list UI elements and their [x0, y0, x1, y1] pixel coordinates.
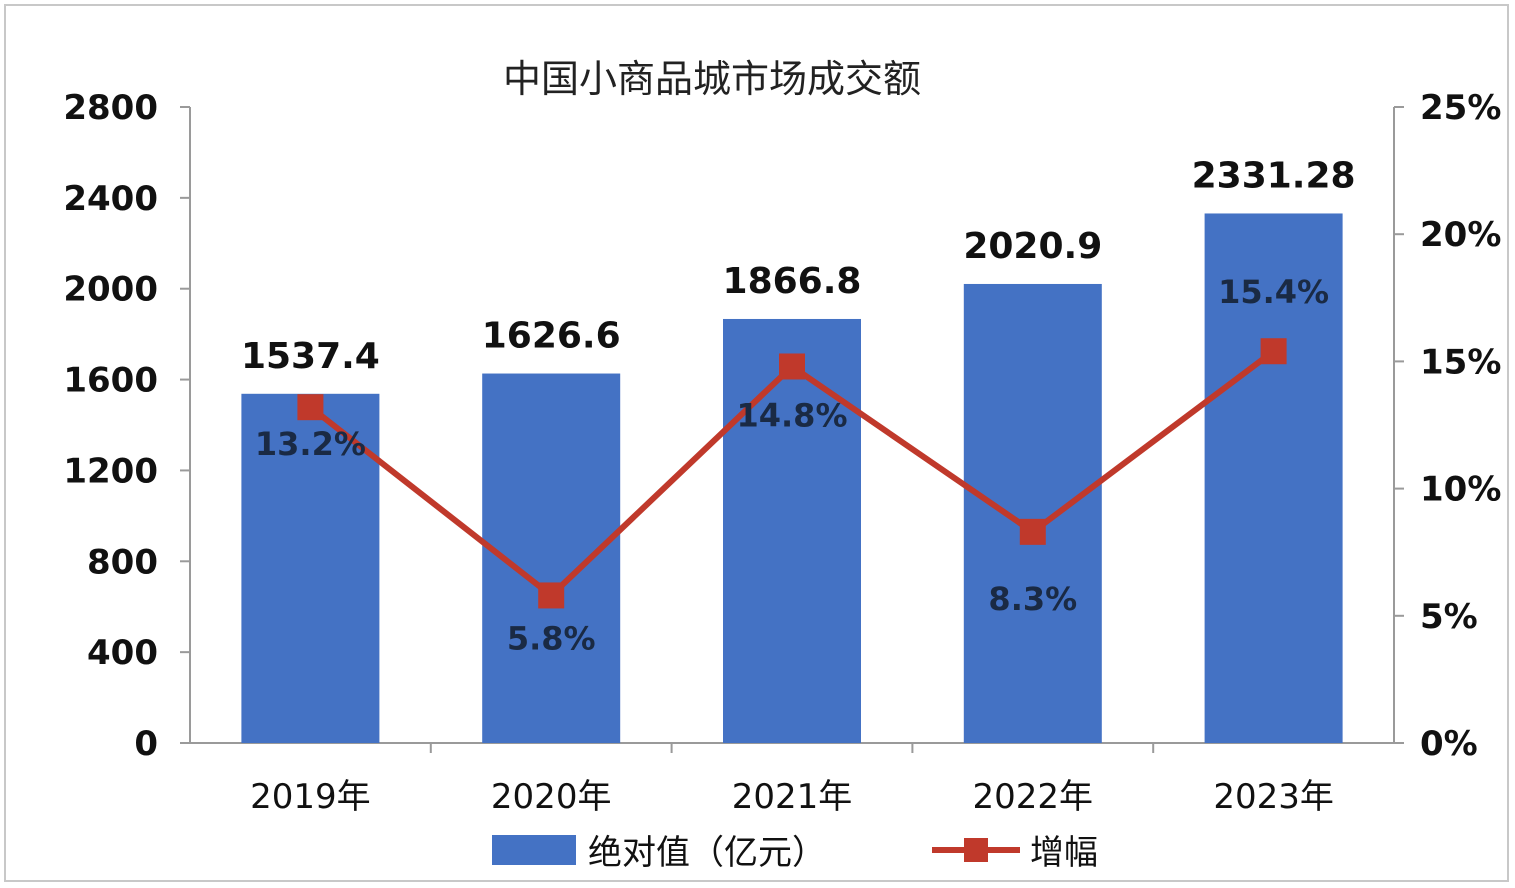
growth-line	[297, 338, 1287, 609]
legend-bar-swatch	[492, 835, 576, 865]
bar-value-label: 2020.9	[963, 226, 1102, 267]
left-tick-label: 1200	[63, 451, 158, 491]
growth-marker	[779, 353, 805, 380]
legend-line-marker	[964, 838, 988, 862]
bar-value-label: 2331.28	[1192, 155, 1356, 196]
x-tick-label: 2022年	[973, 777, 1094, 817]
axes: 0 400 800 1200 1600 2000 2400 2800 0% 5% 10% 15% 20%…	[63, 88, 1501, 817]
x-tick-label: 2020年	[491, 777, 612, 817]
chart-svg: 中国小商品城市场成交额 0400800120016002000240028000…	[63, 57, 1501, 873]
growth-value-label: 5.8%	[507, 619, 596, 657]
left-tick-label: 1600	[63, 361, 158, 401]
growth-marker	[538, 582, 565, 609]
left-tick-label: 0	[134, 724, 158, 764]
bar	[1204, 213, 1343, 743]
right-tick-label: 5%	[1420, 597, 1478, 637]
growth-value-label: 8.3%	[988, 580, 1077, 618]
chart-title: 中国小商品城市场成交额	[503, 57, 921, 101]
left-tick-label: 400	[87, 633, 158, 673]
legend-line-label: 增幅	[1030, 833, 1098, 873]
right-tick-label: 10%	[1420, 470, 1501, 510]
legend-bar-label: 绝对值（亿元）	[588, 833, 826, 873]
growth-marker	[1260, 338, 1287, 365]
bar-value-label: 1537.4	[241, 336, 380, 377]
data-labels: 1537.4 1626.6 1866.8 2020.9 2331.28 13.2% 5.8%…	[241, 155, 1356, 657]
bar-value-label: 1866.8	[723, 261, 862, 302]
chart-frame: 中国小商品城市场成交额 0 400 800 1200 1600 2000 2400 2800 0…	[4, 4, 1509, 882]
bar	[963, 283, 1102, 743]
x-tick-label: 2021年	[732, 777, 853, 817]
bar	[723, 318, 861, 743]
bar-value-label: 1626.6	[482, 316, 621, 357]
growth-value-label: 13.2%	[255, 425, 366, 463]
growth-marker	[1019, 518, 1046, 545]
x-tick-label: 2023年	[1213, 777, 1334, 817]
x-tick-label: 2019年	[250, 777, 371, 817]
left-tick-label: 2800	[63, 88, 158, 128]
left-tick-label: 2000	[63, 270, 158, 310]
left-tick-label: 2400	[63, 179, 158, 219]
growth-marker	[297, 394, 324, 421]
legend: 绝对值（亿元） 增幅	[492, 833, 1098, 873]
right-tick-label: 0%	[1420, 724, 1478, 764]
bar	[241, 393, 380, 743]
bars	[241, 213, 1343, 743]
left-tick-label: 800	[87, 542, 158, 582]
growth-value-label: 15.4%	[1218, 273, 1329, 311]
right-tick-label: 25%	[1420, 88, 1501, 128]
growth-value-label: 14.8%	[736, 396, 847, 434]
right-tick-label: 20%	[1420, 215, 1501, 255]
right-tick-label: 15%	[1420, 342, 1501, 382]
